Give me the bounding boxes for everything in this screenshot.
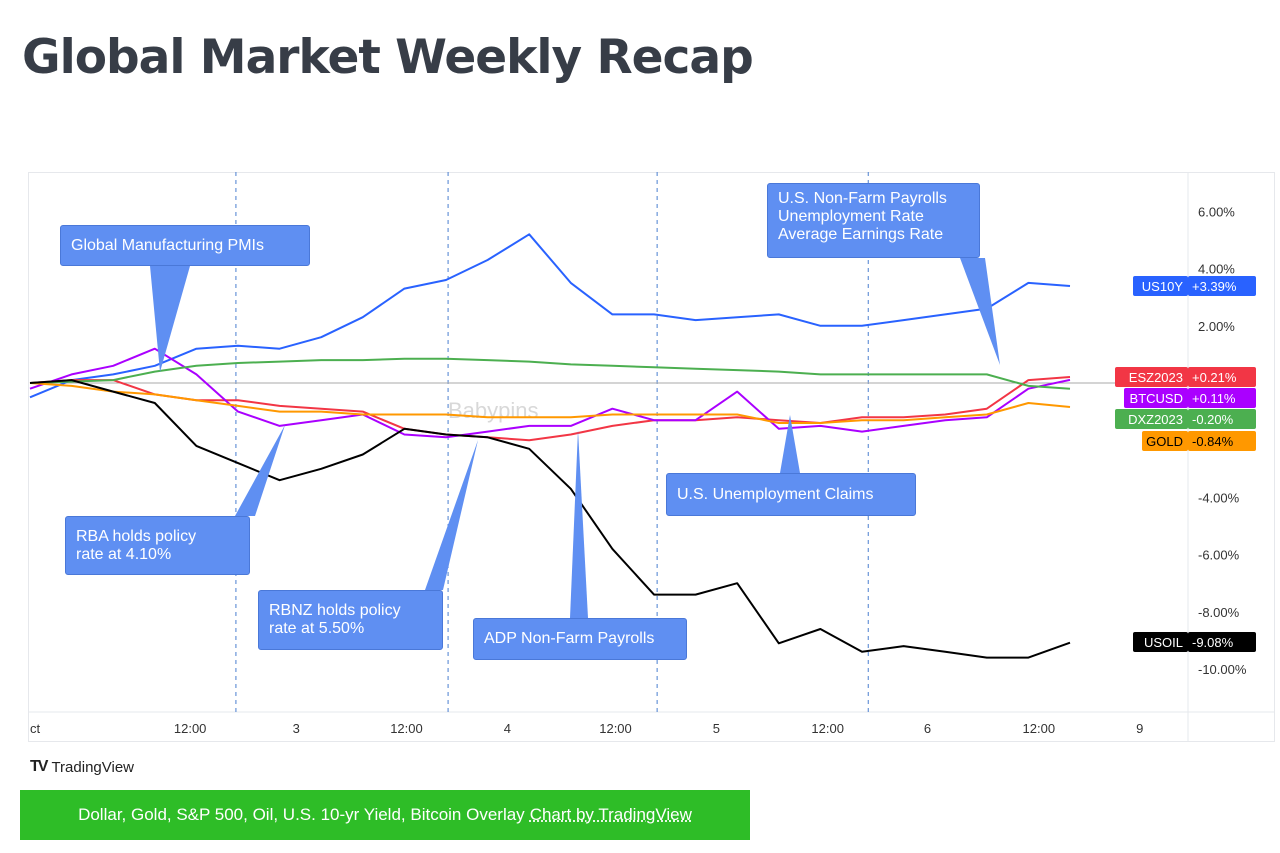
y-tick-label: 6.00% (1198, 204, 1235, 219)
annotation-global-pmis: Global Manufacturing PMIs (60, 225, 310, 266)
x-tick-label: 12:00 (174, 721, 207, 736)
x-tick-label: 12:00 (1023, 721, 1056, 736)
caption-banner: Dollar, Gold, S&P 500, Oil, U.S. 10-yr Y… (20, 790, 750, 840)
tradingview-label: TradingView (51, 758, 134, 776)
last-value-label-esz2023: ESZ2023 +0.21% (1115, 367, 1256, 387)
callout-pointer (780, 415, 800, 473)
series-name-tag (1133, 276, 1188, 296)
watermark: Babypins (448, 398, 539, 423)
series-name-tag (1142, 431, 1188, 451)
last-value-label-dxz2023: DXZ2023 -0.20% (1115, 409, 1256, 429)
series-last-value: -0.84% (1192, 434, 1234, 449)
series-name: BTCUSD (1130, 391, 1183, 406)
y-tick-label: -8.00% (1198, 605, 1240, 620)
series-value-tag (1188, 632, 1256, 652)
callout-pointer (425, 440, 478, 590)
banner-link[interactable]: Chart by TradingView (529, 805, 692, 824)
annotation-rba: RBA holds policy rate at 4.10% (65, 516, 250, 575)
series-last-value: -9.08% (1192, 635, 1234, 650)
x-tick-label: 5 (713, 721, 720, 736)
series-line-esz2023 (29, 376, 1071, 442)
tradingview-logo-icon: TV (30, 758, 49, 775)
x-tick-label: 9 (1136, 721, 1143, 736)
page-title: Global Market Weekly Recap (22, 30, 754, 85)
chart-frame (28, 172, 1275, 742)
callout-pointer (960, 258, 1000, 365)
series-value-tag (1188, 367, 1256, 387)
series-last-value: +3.39% (1192, 279, 1237, 294)
series-last-value: +0.21% (1192, 370, 1237, 385)
series-name: GOLD (1146, 434, 1183, 449)
y-tick-label: -10.00% (1198, 662, 1247, 677)
series-line-btcusd (29, 347, 1071, 439)
series-line-us10y (29, 233, 1071, 399)
y-tick-label: -6.00% (1198, 548, 1240, 563)
series-value-tag (1188, 409, 1256, 429)
series-name-tag (1115, 409, 1188, 429)
series-value-tag (1188, 388, 1256, 408)
series-last-value: +0.11% (1192, 391, 1236, 406)
series-value-tag (1188, 431, 1256, 451)
series-line-usoil (29, 379, 1071, 659)
x-tick-label: ct (30, 721, 41, 736)
series-line-gold (29, 382, 1071, 424)
y-tick-label: 4.00% (1198, 262, 1235, 277)
x-tick-label: 12:00 (390, 721, 423, 736)
series-name-tag (1124, 388, 1188, 408)
callout-pointer (150, 266, 190, 372)
x-tick-label: 3 (293, 721, 300, 736)
x-tick-label: 4 (504, 721, 511, 736)
last-value-label-usoil: USOIL -9.08% (1133, 632, 1256, 652)
last-value-label-gold: GOLD -0.84% (1142, 431, 1256, 451)
tradingview-attribution[interactable]: TV TradingView (30, 758, 134, 776)
annotation-us-nfp: U.S. Non-Farm Payrolls Unemployment Rate… (767, 183, 980, 258)
y-tick-label: 2.00% (1198, 319, 1235, 334)
series-line-dxz2023 (29, 357, 1071, 390)
series-name-tag (1133, 632, 1188, 652)
callout-pointer (570, 430, 588, 618)
y-tick-label: -4.00% (1198, 490, 1240, 505)
callout-pointer (235, 425, 285, 516)
series-name-tag (1115, 367, 1188, 387)
x-tick-label: 6 (924, 721, 931, 736)
series-name: USOIL (1144, 635, 1183, 650)
series-name: US10Y (1142, 279, 1184, 294)
series-value-tag (1188, 276, 1256, 296)
series-last-value: -0.20% (1192, 412, 1234, 427)
banner-text: Dollar, Gold, S&P 500, Oil, U.S. 10-yr Y… (78, 805, 525, 824)
annotation-rbnz: RBNZ holds policy rate at 5.50% (258, 590, 443, 650)
last-value-label-us10y: US10Y +3.39% (1133, 276, 1256, 296)
annotation-unemployment-claims: U.S. Unemployment Claims (666, 473, 916, 516)
x-tick-label: 12:00 (811, 721, 844, 736)
last-value-label-btcusd: BTCUSD +0.11% (1124, 388, 1256, 408)
series-name: ESZ2023 (1129, 370, 1183, 385)
series-name: DXZ2023 (1128, 412, 1183, 427)
annotation-adp: ADP Non-Farm Payrolls (473, 618, 687, 660)
x-tick-label: 12:00 (599, 721, 632, 736)
